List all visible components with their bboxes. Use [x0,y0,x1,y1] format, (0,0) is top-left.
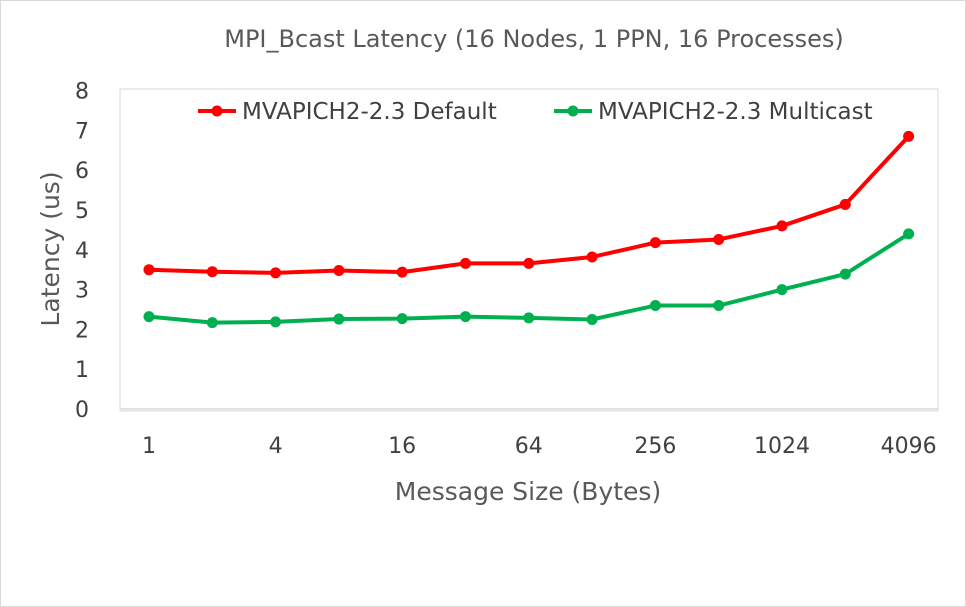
x-tick-label: 1 [142,434,156,459]
y-tick-label: 2 [75,318,89,343]
plot-area [119,88,939,412]
y-tick-label: 0 [75,398,89,423]
data-point [649,300,661,312]
legend-item: MVAPICH2-2.3 Default [198,99,497,125]
data-point [839,268,851,280]
data-point [206,317,218,329]
legend-label: MVAPICH2-2.3 Multicast [598,99,873,125]
data-point [270,316,282,328]
data-point [903,228,915,240]
data-point [586,313,598,325]
chart-title: MPI_Bcast Latency (16 Nodes, 1 PPN, 16 P… [224,25,844,53]
data-point [460,311,471,323]
x-axis-title: Message Size (Bytes) [395,477,661,506]
x-tick-label: 1024 [754,434,810,459]
series-line [147,134,911,275]
y-axis-title: Latency (us) [36,171,65,326]
y-tick-label: 7 [75,119,89,144]
data-point [649,237,661,249]
y-tick-label: 6 [75,159,89,184]
x-tick-label: 16 [388,434,416,459]
x-axis-ticks: 1 4 16 64 256 1024 4096 [142,434,937,459]
data-point [523,312,535,324]
y-tick-label: 1 [75,358,89,383]
data-point [903,130,915,142]
data-point [713,300,725,312]
legend-marker [567,105,579,117]
data-point [143,311,155,323]
y-axis-ticks: 0 1 2 3 4 5 6 7 8 [75,80,89,423]
series-2 [143,228,915,329]
data-point [333,264,345,276]
data-point [776,284,788,296]
y-tick-label: 5 [75,199,89,224]
x-tick-label: 4096 [881,434,937,459]
series-1 [143,130,915,279]
legend-label: MVAPICH2-2.3 Default [242,99,497,125]
data-point [143,264,155,276]
y-tick-label: 4 [75,239,89,264]
x-tick-label: 64 [515,434,543,459]
legend-marker [211,105,223,117]
x-tick-label: 4 [269,434,283,459]
data-point [396,266,408,278]
data-point [333,313,345,325]
data-point [523,257,535,269]
legend-item: MVAPICH2-2.3 Multicast [554,99,873,125]
x-tick-label: 256 [634,434,676,459]
y-tick-label: 3 [75,279,89,304]
data-point [460,257,471,269]
data-point [396,313,408,325]
series-line [147,231,911,325]
legend: MVAPICH2-2.3 Default MVAPICH2-2.3 Multica… [198,99,873,125]
data-point [206,266,218,278]
data-point [270,267,282,279]
data-point [839,198,851,210]
series-layer [143,130,915,329]
data-point [713,233,725,245]
data-point [586,251,598,263]
data-point [776,220,788,232]
y-tick-label: 8 [75,80,89,105]
